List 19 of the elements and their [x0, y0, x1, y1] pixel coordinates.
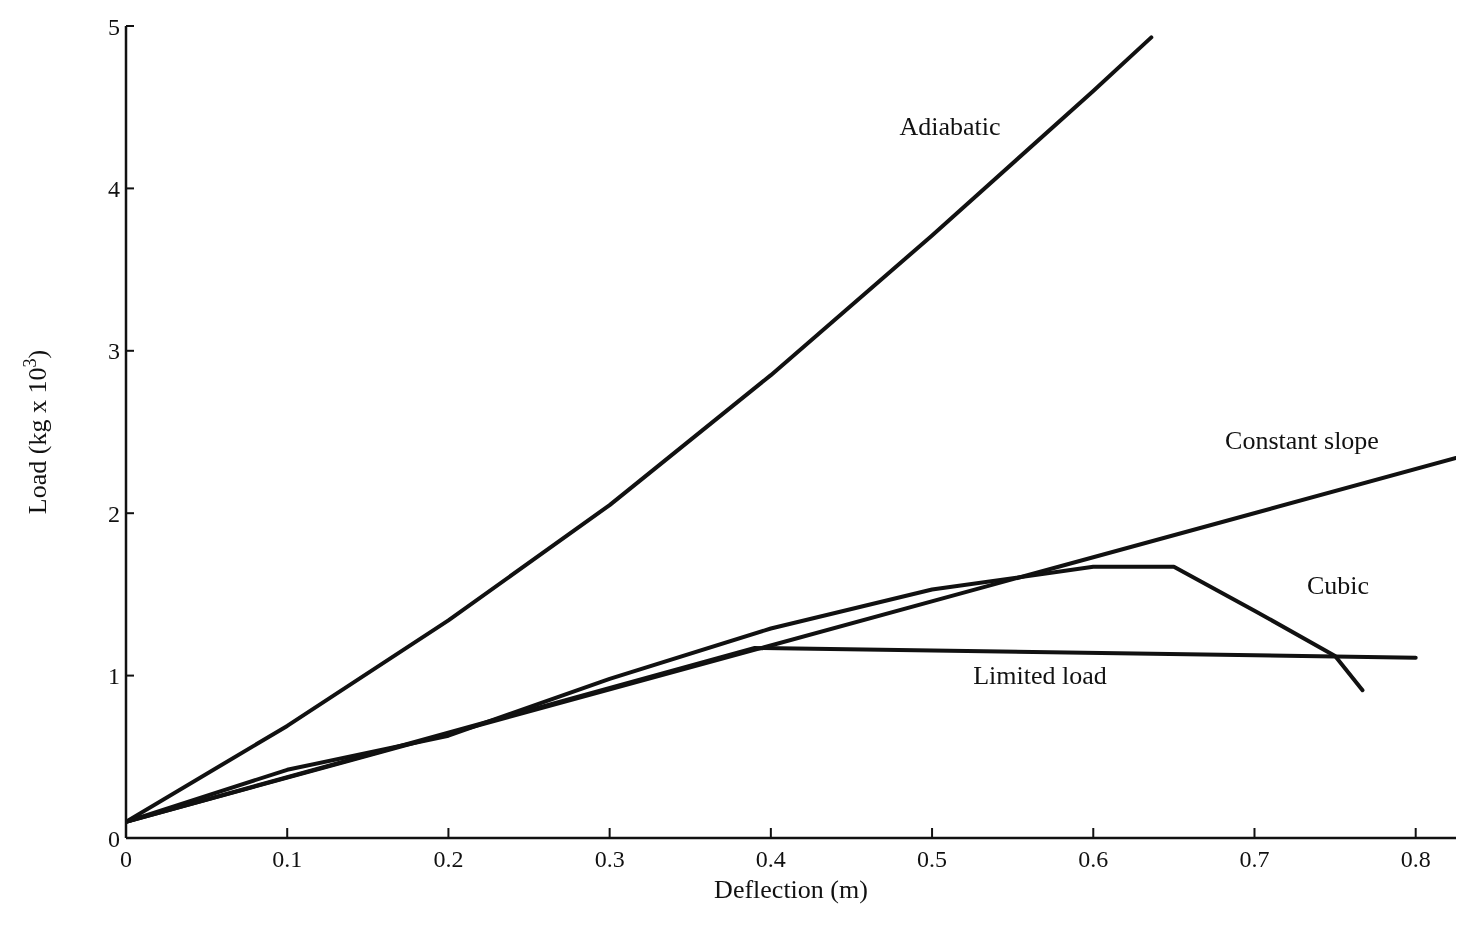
series-label: Limited load: [973, 660, 1107, 690]
series-label: Cubic: [1306, 570, 1370, 600]
series-label: Constant slope: [1225, 425, 1379, 455]
x-axis-title: Deflection (m): [714, 875, 868, 904]
x-tick-label: 0.3: [594, 846, 625, 873]
x-tick-label: 0.6: [1078, 846, 1109, 873]
y-tick-label: 1: [108, 663, 120, 690]
x-tick-label: 0.7: [1239, 846, 1270, 873]
y-tick-label: 0: [108, 825, 120, 852]
series-label: Adiabatic: [899, 111, 1001, 141]
x-tick-label: 0.8: [1400, 846, 1431, 873]
y-tick-label: 2: [108, 500, 120, 527]
x-tick-label: 0.2: [433, 846, 464, 873]
x-tick-label: 0.5: [917, 846, 948, 873]
y-tick-label: 4: [108, 175, 120, 202]
x-tick-label: 0.1: [272, 846, 303, 873]
y-tick-label: 3: [108, 338, 120, 365]
y-tick-label: 5: [108, 13, 120, 40]
x-tick-label: 0.4: [755, 846, 786, 873]
